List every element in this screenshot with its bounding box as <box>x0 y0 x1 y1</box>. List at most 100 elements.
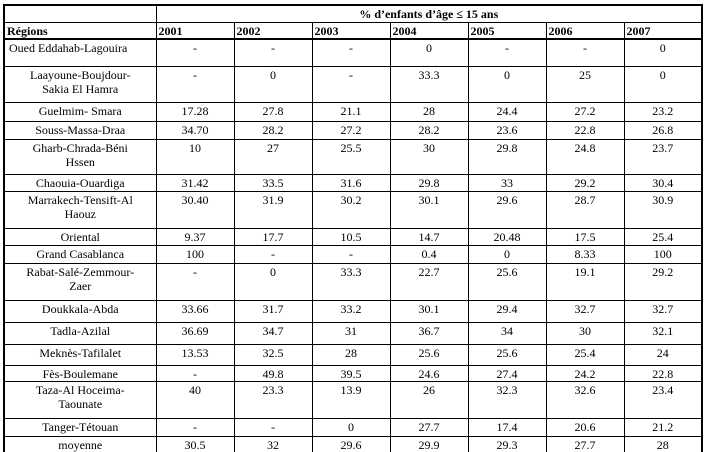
value-cell: 14.7 <box>389 228 469 246</box>
value-cell: - <box>311 245 391 264</box>
region-cell: Marrakech-Tensift-Al Haouz <box>3 191 157 229</box>
region-cell: Oued Eddahab-Lagouira <box>3 38 157 67</box>
table-row: Tanger-Tétouan - -0 27.7 17.4 20.6 21.2 <box>3 418 703 437</box>
value-cell: 21.1 <box>311 102 391 122</box>
value-cell: 28.2 <box>233 121 313 140</box>
value-cell: - <box>233 38 313 67</box>
value-cell: 32.6 <box>545 381 625 419</box>
value-cell: 27.8 <box>233 102 313 122</box>
value-cell: 28 <box>311 344 391 366</box>
value-cell: 17.4 <box>467 418 547 437</box>
value-cell: 34 <box>467 322 547 345</box>
value-cell: 29.2 <box>545 174 625 192</box>
value-cell: 23.4 <box>623 381 703 419</box>
table-row: Doukkala-Abda 33.66 31.7 33.2 30.1 29.4 32.7 32… <box>3 300 703 323</box>
value-cell: - <box>233 418 313 437</box>
value-cell: 0.4 <box>389 245 469 264</box>
value-cell: 24.8 <box>545 139 625 175</box>
value-cell: 20.48 <box>467 228 547 246</box>
value-cell: 25.6 <box>467 263 547 301</box>
value-cell: 49.8 <box>233 365 313 382</box>
value-cell: - <box>311 66 391 103</box>
table-row: Fès-Boulemane -49.8 39.5 24.6 27.4 24.2 22.8 <box>3 365 703 382</box>
value-cell: 40 <box>155 381 235 419</box>
value-cell: 29.2 <box>623 263 703 301</box>
value-cell: 28 <box>389 102 469 122</box>
value-cell: 28.2 <box>389 121 469 140</box>
value-cell: 25.4 <box>623 228 703 246</box>
value-cell: 30.9 <box>623 191 703 229</box>
value-cell: 33.3 <box>311 263 391 301</box>
value-cell: 24.6 <box>389 365 469 382</box>
value-cell: 0 <box>467 66 547 103</box>
span-header: % d’enfants d’âge ≤ 15 ans <box>155 4 703 23</box>
value-cell: 13.9 <box>311 381 391 419</box>
value-cell: 27.4 <box>467 365 547 382</box>
table-row: Laayoune-Boujdour- Sakia El Hamra -0-33.3… <box>3 66 703 103</box>
value-cell: 29.6 <box>467 191 547 229</box>
value-cell: 22.7 <box>389 263 469 301</box>
year-header-2001: 2001 <box>155 21 235 40</box>
table-row: Meknès-Tafilalet 13.53 32.5 28 25.6 25.6 25.4 2… <box>3 344 703 366</box>
region-cell: Meknès-Tafilalet <box>3 344 157 366</box>
region-cell: Tanger-Tétouan <box>3 418 157 437</box>
region-cell: Grand Casablanca <box>3 245 157 264</box>
value-cell: 29.8 <box>389 174 469 192</box>
table-row: Souss-Massa-Draa 34.70 28.2 27.2 28.2 23.6 22.… <box>3 121 703 140</box>
span-header-row: % d’enfants d’âge ≤ 15 ans <box>3 4 703 23</box>
year-header-2006: 2006 <box>545 21 625 40</box>
value-cell: 17.28 <box>155 102 235 122</box>
value-cell: 25 <box>545 66 625 103</box>
table-row: Oued Eddahab-Lagouira - - -0- -0 <box>3 38 703 67</box>
year-header-2007: 2007 <box>623 21 703 40</box>
value-cell: 33 <box>467 174 547 192</box>
value-cell: 26.8 <box>623 121 703 140</box>
value-cell: 22.8 <box>623 365 703 382</box>
value-cell: 30 <box>389 139 469 175</box>
value-cell: 0 <box>623 66 703 103</box>
value-cell: 27.2 <box>311 121 391 140</box>
value-cell: 28.7 <box>545 191 625 229</box>
table-row: Gharb-Chrada-Béni Hssen 10 27 25.5 30 29.8 24.… <box>3 139 703 175</box>
region-cell: Fès-Boulemane <box>3 365 157 382</box>
value-cell: 32 <box>233 436 313 452</box>
value-cell: 27.2 <box>545 102 625 122</box>
value-cell: 10 <box>155 139 235 175</box>
value-cell: 32.7 <box>545 300 625 323</box>
value-cell: 32.5 <box>233 344 313 366</box>
value-cell: 31.6 <box>311 174 391 192</box>
value-cell: - <box>467 38 547 67</box>
year-header-2002: 2002 <box>233 21 313 40</box>
region-cell: moyenne <box>3 436 157 452</box>
region-cell: Souss-Massa-Draa <box>3 121 157 140</box>
value-cell: 13.53 <box>155 344 235 366</box>
region-cell: Taza-Al Hoceima- Taounate <box>3 381 157 419</box>
value-cell: 10.5 <box>311 228 391 246</box>
value-cell: 24.2 <box>545 365 625 382</box>
value-cell: 0 <box>623 38 703 67</box>
value-cell: 34.70 <box>155 121 235 140</box>
region-cell: Tadla-Azilal <box>3 322 157 345</box>
value-cell: - <box>233 245 313 264</box>
value-cell: 36.7 <box>389 322 469 345</box>
value-cell: - <box>155 66 235 103</box>
region-cell: Laayoune-Boujdour- Sakia El Hamra <box>3 66 157 103</box>
table-row: moyenne 30.5 32 29.6 29.9 29.3 27.7 28 <box>3 436 703 452</box>
region-cell: Chaouia-Ouardiga <box>3 174 157 192</box>
value-cell: 29.6 <box>311 436 391 452</box>
value-cell: 17.7 <box>233 228 313 246</box>
value-cell: - <box>155 38 235 67</box>
value-cell: 27.7 <box>389 418 469 437</box>
value-cell: 21.2 <box>623 418 703 437</box>
value-cell: - <box>155 365 235 382</box>
value-cell: 33.5 <box>233 174 313 192</box>
value-cell: 34.7 <box>233 322 313 345</box>
region-cell: Doukkala-Abda <box>3 300 157 323</box>
value-cell: 25.6 <box>389 344 469 366</box>
value-cell: 0 <box>233 263 313 301</box>
value-cell: 30.40 <box>155 191 235 229</box>
value-cell: 23.3 <box>233 381 313 419</box>
value-cell: 25.4 <box>545 344 625 366</box>
value-cell: 30.1 <box>389 191 469 229</box>
